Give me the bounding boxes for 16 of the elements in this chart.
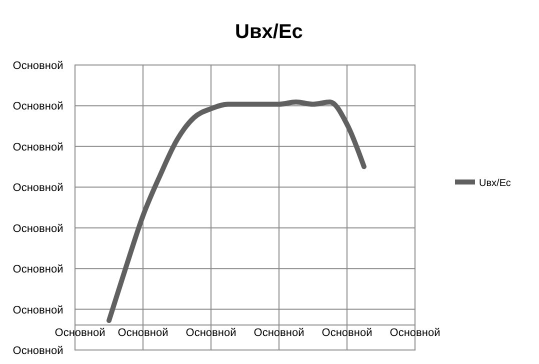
text: Основной <box>390 327 440 340</box>
text: Основной <box>12 345 64 357</box>
text: Основной <box>12 60 64 72</box>
text: Основной <box>254 327 304 340</box>
text: Основной <box>12 264 64 276</box>
text: Основной <box>12 100 64 113</box>
text: Основной <box>186 327 236 340</box>
legend-label: Uвх/Ес <box>479 178 511 189</box>
text: Основной <box>54 327 106 340</box>
chart-title: Uвх/Ес <box>235 21 303 43</box>
text: Основной <box>12 222 64 235</box>
text: Основной <box>12 182 64 194</box>
text: Основной <box>118 327 168 340</box>
text: Основной <box>12 304 64 316</box>
text: Основной <box>322 327 372 340</box>
text: Основной <box>12 141 64 154</box>
